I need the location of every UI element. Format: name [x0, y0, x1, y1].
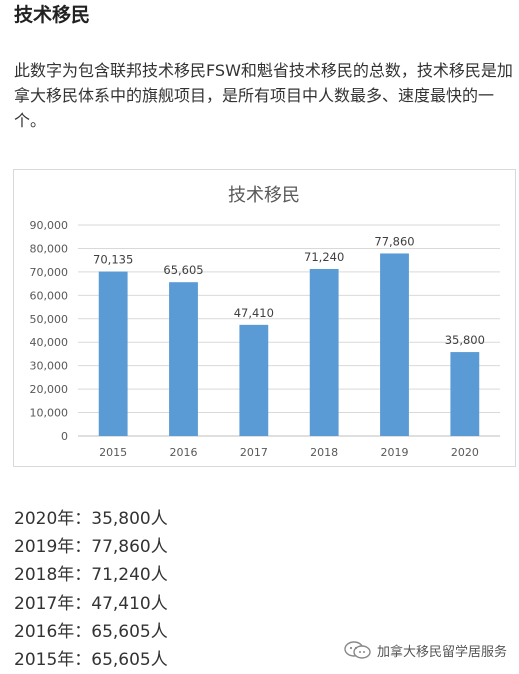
y-tick-label: 50,000	[30, 313, 69, 326]
x-tick-label: 2018	[310, 446, 338, 459]
bars	[98, 253, 480, 436]
data-label: 77,860	[374, 234, 414, 248]
grid-lines	[78, 224, 500, 437]
stat-line: 2020年：35,800人	[14, 509, 168, 529]
watermark-text: 加拿大移民留学居服务	[377, 644, 508, 660]
x-tick-label: 2019	[381, 446, 409, 459]
yearly-stats-list: 2020年：35,800人 2019年：77,860人 2018年：71,240…	[14, 505, 168, 674]
y-tick-label: 30,000	[30, 360, 69, 373]
y-tick-label: 10,000	[30, 407, 69, 420]
bar	[98, 271, 128, 436]
bar	[309, 268, 339, 436]
y-tick-label: 70,000	[30, 266, 69, 279]
wechat-icon	[344, 641, 371, 659]
data-label: 70,135	[93, 253, 133, 267]
y-tick-label: 20,000	[30, 383, 69, 396]
x-tick-label: 2015	[99, 446, 127, 459]
x-axis-tick-labels: 2015 2016 2017 2018 2019 2020	[99, 446, 479, 459]
stat-line: 2015年：65,605人	[14, 650, 168, 671]
stat-line: 2019年：77,860人	[14, 537, 168, 558]
y-tick-label: 40,000	[30, 336, 69, 349]
data-label: 47,410	[234, 306, 274, 320]
bar	[380, 253, 409, 436]
chart-title: 技术移民	[228, 185, 300, 206]
watermark: 加拿大移民留学居服务	[343, 640, 507, 660]
data-labels: 70,135 65,605 47,410 71,240 77,860 35,800	[93, 234, 485, 347]
x-tick-label: 2017	[240, 446, 268, 459]
intro-paragraph: 此数字为包含联邦技术移民FSW和魁省技术移民的总数，技术移民是加拿大移民体系中的…	[14, 61, 513, 130]
bar	[450, 352, 480, 436]
chart-container: 技术移民 0 10,000 20,000 30,000 40,000 50,000 60,0…	[13, 169, 516, 467]
y-tick-label: 80,000	[30, 242, 69, 255]
stat-line: 2017年：47,410人	[14, 593, 168, 614]
y-axis-tick-labels: 0 10,000 20,000 30,000 40,000 50,000 60,000 70,…	[30, 219, 69, 443]
x-tick-label: 2020	[451, 446, 479, 459]
bar	[239, 324, 269, 436]
y-tick-label: 90,000	[30, 219, 69, 232]
y-tick-label: 60,000	[30, 289, 69, 302]
y-tick-label: 0	[61, 430, 68, 443]
data-label: 71,240	[304, 250, 344, 264]
article-heading: 技术移民	[14, 4, 91, 26]
stat-line: 2018年：71,240人	[14, 565, 168, 586]
stat-line: 2016年：65,605人	[14, 621, 168, 642]
x-tick-label: 2016	[170, 446, 198, 459]
bar	[169, 282, 198, 436]
bar-chart: 技术移民 0 10,000 20,000 30,000 40,000 50,000 60,0…	[30, 185, 500, 459]
data-label: 35,800	[445, 333, 485, 347]
data-label: 65,605	[163, 263, 203, 277]
